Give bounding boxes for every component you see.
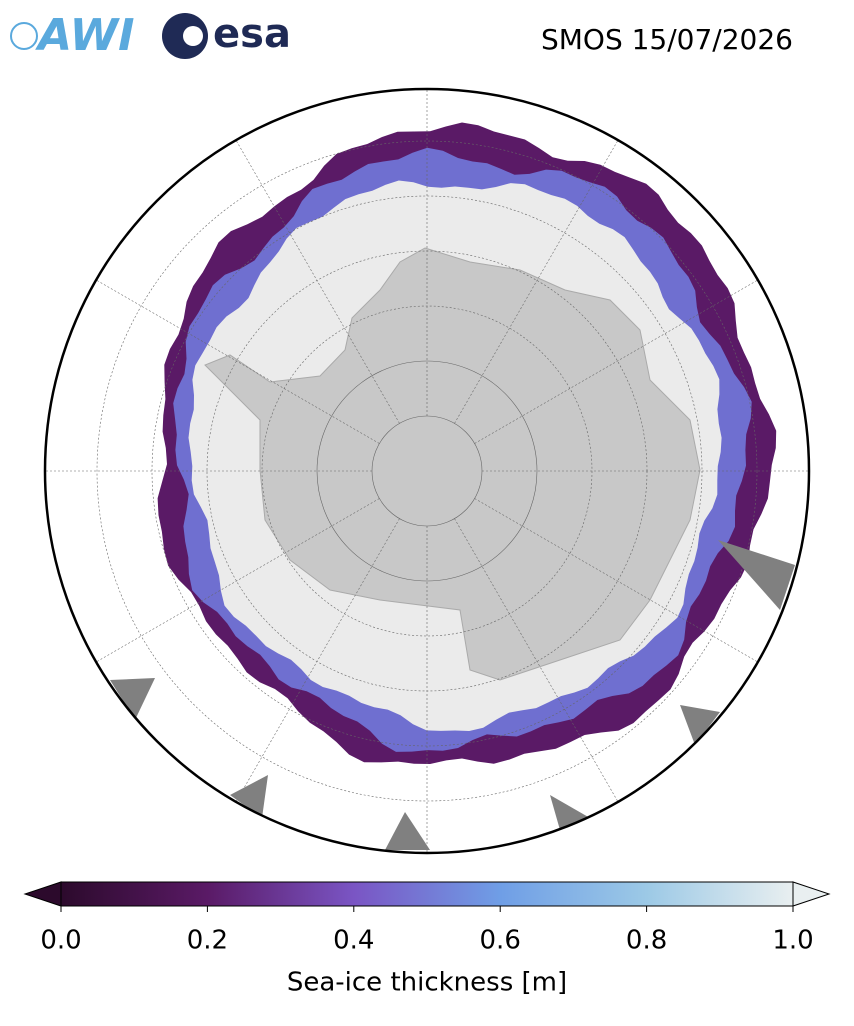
iceberg-patch: [718, 540, 795, 610]
parallel: [96, 140, 758, 802]
colorbar-tick-label: 0.8: [626, 926, 667, 956]
awi-logo: AWI: [10, 10, 135, 61]
awi-globe: [10, 22, 38, 50]
colorbar: 0.0 0.2 0.4 0.6 0.8 1.0: [23, 881, 831, 956]
map-border: [43, 87, 811, 855]
colorbar-label: Sea-ice thickness [m]: [287, 968, 567, 998]
esa-mark-inner: [183, 26, 203, 46]
colorbar-tick-label: 0.4: [333, 926, 374, 956]
colorbar-tick-label: 0.6: [480, 926, 521, 956]
awi-text: AWI: [35, 10, 135, 61]
esa-text: esa: [213, 11, 291, 57]
map-title: SMOS 15/07/2026: [541, 23, 793, 56]
colorbar-tick-label: 0.2: [187, 926, 228, 956]
colorbar-extend-low: [23, 881, 62, 907]
iceberg-patch: [385, 812, 430, 850]
antarctica: [204, 247, 701, 681]
esa-logo: esa: [162, 11, 291, 59]
colorbar-tick-label: 1.0: [772, 926, 813, 956]
map: [45, 89, 809, 853]
colorbar-gradient: [60, 881, 794, 907]
iceberg-patch: [680, 705, 720, 745]
iceberg-patch: [110, 678, 155, 720]
colorbar-tick-label: 0.0: [40, 926, 81, 956]
iceberg-patch: [230, 775, 268, 818]
colorbar-extend-high: [792, 881, 831, 907]
parallel: [316, 360, 538, 582]
